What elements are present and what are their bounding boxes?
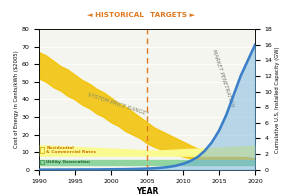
Text: ◄ HISTORICAL: ◄ HISTORICAL [87, 12, 144, 18]
Bar [40, 147, 44, 153]
Text: MARKET PENETRATION: MARKET PENETRATION [211, 49, 234, 108]
X-axis label: YEAR: YEAR [136, 187, 158, 195]
Bar [40, 160, 44, 163]
Text: Utility Generation: Utility Generation [46, 160, 90, 164]
Y-axis label: Cost of Energy in Cents/kWh ($2005): Cost of Energy in Cents/kWh ($2005) [14, 51, 19, 148]
Text: SYSTEM PRICE RANGE*: SYSTEM PRICE RANGE* [87, 92, 149, 117]
Text: Residential
& Commercial Rates: Residential & Commercial Rates [46, 146, 96, 154]
Text: TARGETS ►: TARGETS ► [150, 12, 195, 18]
Y-axis label: Cumulative U.S. Installed Capacity (GW): Cumulative U.S. Installed Capacity (GW) [275, 46, 281, 153]
